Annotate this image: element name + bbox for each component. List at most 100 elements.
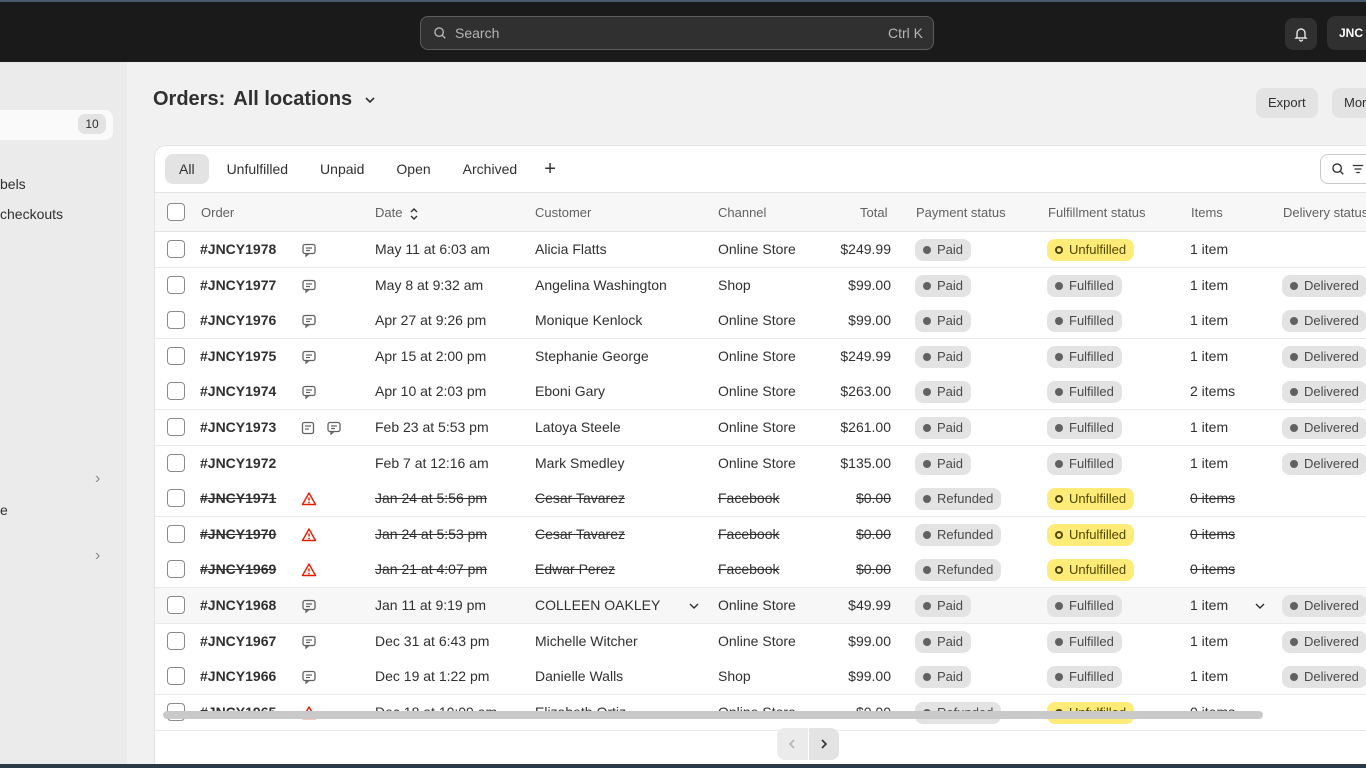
- order-number[interactable]: #JNCY1974: [200, 383, 277, 400]
- tab-archived[interactable]: Archived: [462, 161, 518, 177]
- table-row[interactable]: #JNCY1967 Dec 31 at 6:43 pm Michelle Witch…: [155, 623, 1366, 660]
- table-row[interactable]: #JNCY1975 Apr 15 at 2:00 pm Stephanie Geor…: [155, 338, 1366, 375]
- table-row[interactable]: #JNCY1970 Jan 24 at 5:53 pm Cesar Tavarez F…: [155, 516, 1366, 553]
- items-count[interactable]: 0 items: [1190, 490, 1236, 507]
- chevron-down-icon[interactable]: [364, 94, 376, 106]
- horizontal-scrollbar[interactable]: [163, 711, 1263, 719]
- order-number[interactable]: #JNCY1968: [200, 597, 277, 613]
- column-channel[interactable]: Channel: [718, 205, 767, 220]
- order-number[interactable]: #JNCY1970: [200, 525, 277, 542]
- column-customer[interactable]: Customer: [535, 205, 592, 220]
- column-payment-status[interactable]: Payment status: [916, 205, 1006, 220]
- order-number[interactable]: #JNCY1971: [200, 490, 277, 507]
- column-items[interactable]: Items: [1191, 205, 1223, 220]
- chevron-down-icon[interactable]: [689, 602, 699, 610]
- next-page-button[interactable]: [808, 728, 839, 760]
- customer-name[interactable]: Danielle Walls: [535, 668, 624, 685]
- location-selector[interactable]: All locations: [233, 88, 353, 110]
- customer-name[interactable]: COLLEEN OAKLEY: [535, 597, 661, 613]
- customer-name[interactable]: Michelle Witcher: [535, 632, 638, 649]
- order-number[interactable]: #JNCY1972: [200, 454, 277, 471]
- chevron-right-icon[interactable]: ›: [95, 470, 101, 487]
- customer-name[interactable]: Alicia Flatts: [535, 241, 607, 257]
- items-count[interactable]: 1 item: [1190, 241, 1229, 257]
- order-number[interactable]: #JNCY1969: [200, 561, 277, 578]
- order-number[interactable]: #JNCY1967: [200, 632, 277, 649]
- customer-name[interactable]: Eboni Gary: [535, 383, 606, 400]
- table-row[interactable]: #JNCY1974 Apr 10 at 2:03 pm Eboni Gary Onli…: [155, 374, 1366, 411]
- notifications-button[interactable]: [1285, 18, 1317, 50]
- tab-all[interactable]: All: [165, 154, 209, 184]
- items-count[interactable]: 1 item: [1190, 668, 1229, 685]
- tab-open[interactable]: Open: [396, 161, 431, 177]
- row-checkbox[interactable]: [167, 240, 185, 258]
- customer-name[interactable]: Stephanie George: [535, 347, 649, 364]
- row-checkbox[interactable]: [167, 311, 185, 330]
- order-number[interactable]: #JNCY1973: [200, 419, 277, 435]
- customer-name[interactable]: Mark Smedley: [535, 454, 625, 471]
- row-checkbox[interactable]: [167, 489, 185, 508]
- more-actions-button[interactable]: More: [1332, 88, 1366, 118]
- customer-name[interactable]: Angelina Washington: [535, 276, 667, 293]
- table-row[interactable]: #JNCY1968 Jan 11 at 9:19 pm COLLEEN OAKLEY…: [155, 588, 1366, 624]
- items-count[interactable]: 0 items: [1190, 561, 1236, 578]
- order-number[interactable]: #JNCY1978: [200, 241, 277, 257]
- search-bar[interactable]: Search Ctrl K: [420, 16, 934, 50]
- export-button[interactable]: Export: [1256, 88, 1318, 118]
- items-count[interactable]: 1 item: [1190, 454, 1229, 471]
- sidebar-item-abandoned-checkouts[interactable]: checkouts: [0, 206, 64, 222]
- sidebar-item-online-store[interactable]: e: [0, 502, 8, 518]
- order-number[interactable]: #JNCY1976: [200, 312, 277, 329]
- items-count[interactable]: 0 items: [1190, 525, 1236, 542]
- row-checkbox[interactable]: [167, 275, 185, 294]
- column-date[interactable]: Date: [375, 205, 403, 220]
- column-fulfillment-status[interactable]: Fulfillment status: [1048, 205, 1146, 220]
- column-total[interactable]: Total: [860, 205, 888, 220]
- row-checkbox[interactable]: [167, 631, 185, 650]
- column-order[interactable]: Order: [201, 205, 235, 220]
- order-number[interactable]: #JNCY1975: [200, 347, 277, 364]
- table-row[interactable]: #JNCY1978 May 11 at 6:03 am Alicia Flatts O…: [155, 232, 1366, 268]
- order-number[interactable]: #JNCY1966: [200, 668, 277, 685]
- items-count[interactable]: 1 item: [1190, 419, 1229, 435]
- table-row[interactable]: #JNCY1971 Jan 24 at 5:56 pm Cesar Tavarez F…: [155, 481, 1366, 518]
- items-count[interactable]: 1 item: [1190, 597, 1229, 613]
- items-count[interactable]: 1 item: [1190, 632, 1229, 649]
- customer-name[interactable]: Latoya Steele: [535, 419, 621, 435]
- search-filter-button[interactable]: [1320, 154, 1366, 184]
- sidebar-item-labels[interactable]: bels: [0, 176, 26, 192]
- chevron-right-icon[interactable]: ›: [95, 547, 101, 564]
- sort-icon[interactable]: [409, 207, 419, 221]
- table-row[interactable]: #JNCY1977 May 8 at 9:32 am Angelina Washin…: [155, 267, 1366, 304]
- table-row[interactable]: #JNCY1973 Feb 23 at 5:53 pm Latoya Steele O…: [155, 410, 1366, 446]
- row-checkbox[interactable]: [167, 524, 185, 543]
- table-row[interactable]: #JNCY1966 Dec 19 at 1:22 pm Danielle Walls…: [155, 659, 1366, 696]
- items-count[interactable]: 1 item: [1190, 276, 1229, 293]
- row-checkbox[interactable]: [167, 596, 185, 614]
- row-checkbox[interactable]: [167, 346, 185, 365]
- add-view-button[interactable]: +: [544, 158, 556, 180]
- row-checkbox[interactable]: [167, 382, 185, 401]
- table-row[interactable]: #JNCY1972 Feb 7 at 12:16 am Mark Smedley On…: [155, 445, 1366, 482]
- chevron-down-icon[interactable]: [1255, 602, 1265, 610]
- customer-name[interactable]: Monique Kenlock: [535, 312, 643, 329]
- store-menu-button[interactable]: JNC: [1327, 16, 1366, 50]
- items-count[interactable]: 2 items: [1190, 383, 1236, 400]
- previous-page-button[interactable]: [777, 728, 808, 760]
- order-number[interactable]: #JNCY1977: [200, 276, 277, 293]
- tab-unpaid[interactable]: Unpaid: [320, 161, 365, 177]
- select-all-checkbox[interactable]: [167, 203, 185, 221]
- customer-name[interactable]: Cesar Tavarez: [535, 490, 626, 507]
- customer-name[interactable]: Edwar Perez: [535, 561, 616, 578]
- row-checkbox[interactable]: [167, 560, 185, 579]
- items-count[interactable]: 1 item: [1190, 347, 1229, 364]
- table-row[interactable]: #JNCY1969 Jan 21 at 4:07 pm Edwar Perez Fac…: [155, 552, 1366, 589]
- tab-unfulfilled[interactable]: Unfulfilled: [226, 161, 289, 177]
- row-checkbox[interactable]: [167, 453, 185, 472]
- items-count[interactable]: 1 item: [1190, 312, 1229, 329]
- table-row[interactable]: #JNCY1976 Apr 27 at 9:26 pm Monique Kenloc…: [155, 303, 1366, 340]
- row-checkbox[interactable]: [167, 667, 185, 686]
- customer-name[interactable]: Cesar Tavarez: [535, 525, 626, 542]
- row-checkbox[interactable]: [167, 418, 185, 436]
- column-delivery-status[interactable]: Delivery status: [1283, 205, 1366, 220]
